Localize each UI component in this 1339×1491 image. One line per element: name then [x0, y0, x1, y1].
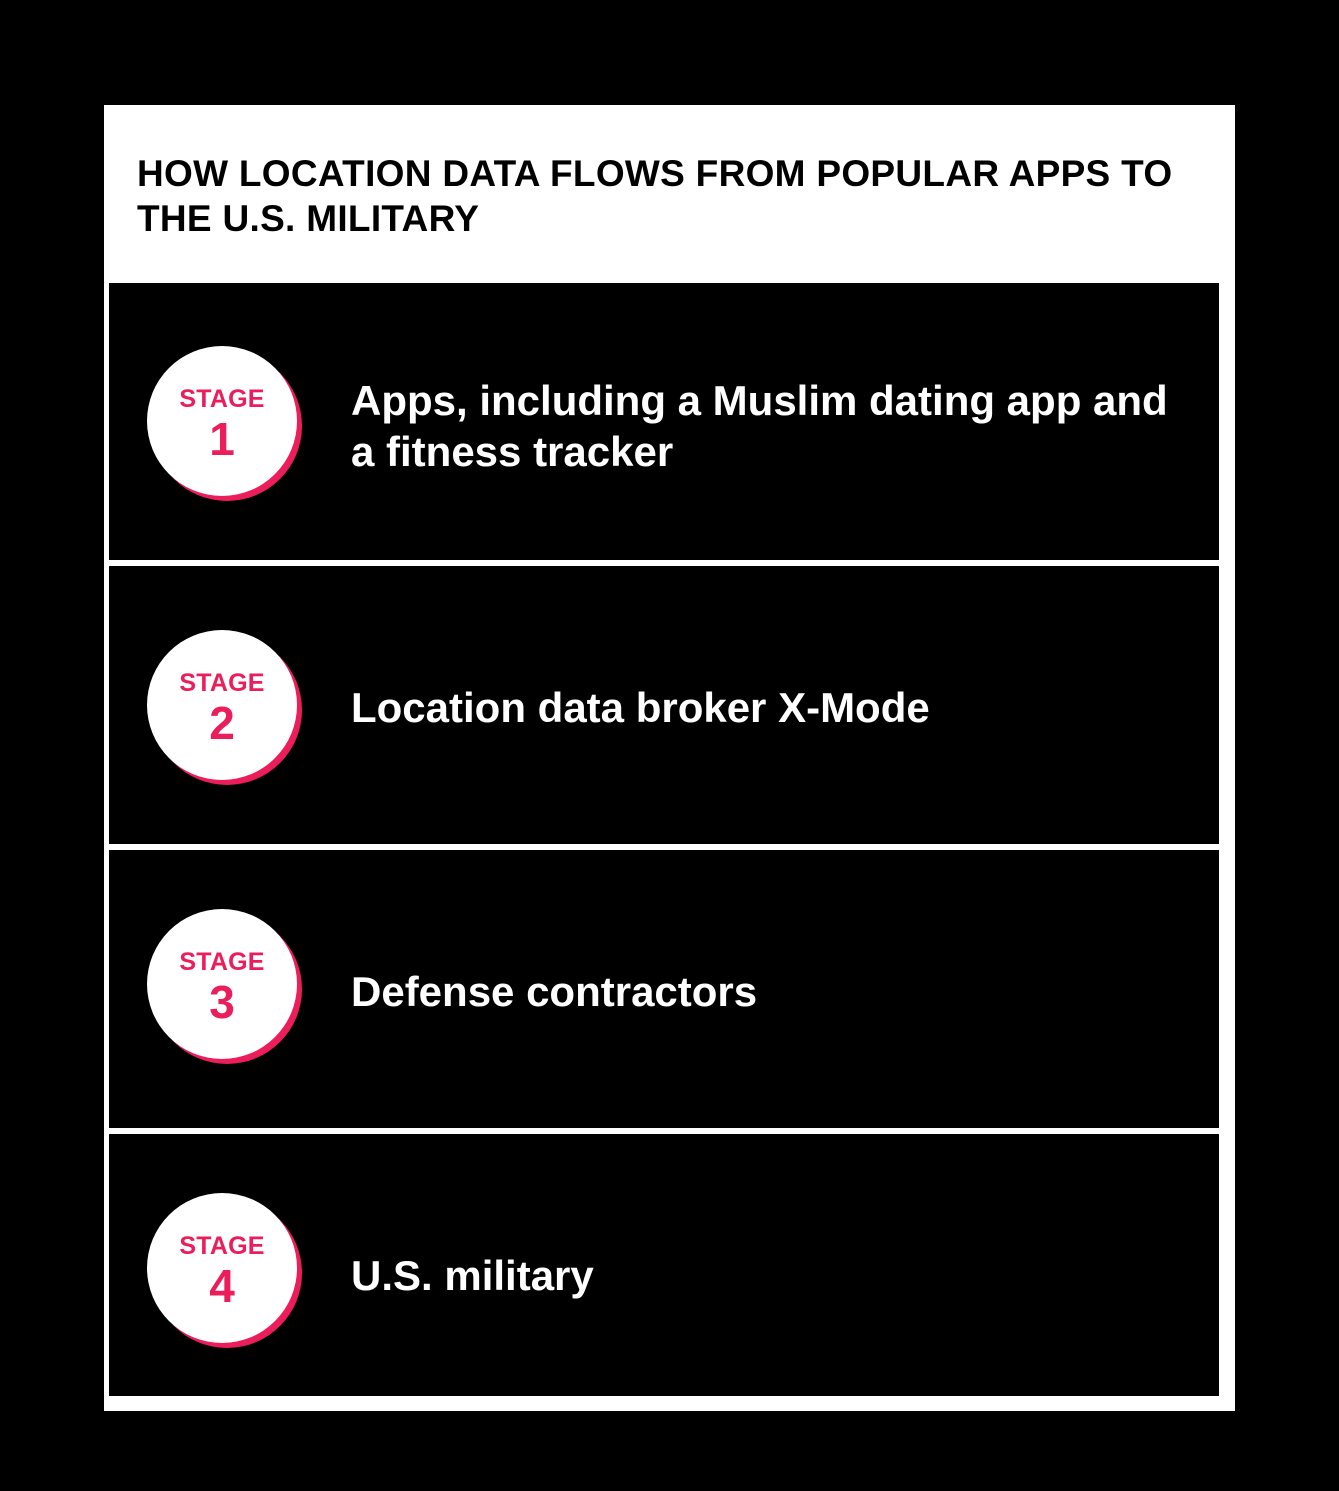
stage-label: STAGE: [179, 948, 265, 976]
infographic-panel: HOW LOCATION DATA FLOWS FROM POPULAR APP…: [104, 105, 1235, 1411]
badge-circle: STAGE 2: [147, 630, 297, 780]
stage-badge-2: STAGE 2: [147, 630, 307, 790]
stage-label: STAGE: [179, 669, 265, 697]
infographic-title: HOW LOCATION DATA FLOWS FROM POPULAR APP…: [137, 153, 1173, 239]
badge-circle: STAGE 3: [147, 909, 297, 1059]
stage-description: Defense contractors: [351, 968, 758, 1015]
stage-label: STAGE: [179, 1232, 265, 1260]
stage-row-4: STAGE 4 U.S. military: [109, 1134, 1219, 1396]
stage-row-2: STAGE 2 Location data broker X-Mode: [109, 566, 1219, 844]
stage-description: Apps, including a Muslim dating app and …: [351, 377, 1168, 475]
badge-circle: STAGE 1: [147, 346, 297, 496]
stage-row-1: STAGE 1 Apps, including a Muslim dating …: [109, 283, 1219, 560]
stage-number: 3: [209, 976, 235, 1028]
badge-circle: STAGE 4: [147, 1193, 297, 1343]
stage-badge-3: STAGE 3: [147, 909, 307, 1069]
stage-number: 2: [209, 697, 235, 749]
stage-number: 1: [209, 413, 235, 465]
stage-row-3: STAGE 3 Defense contractors: [109, 850, 1219, 1128]
stage-label: STAGE: [179, 385, 265, 413]
stage-description: U.S. military: [351, 1252, 594, 1299]
stage-description: Location data broker X-Mode: [351, 684, 930, 731]
stage-number: 4: [209, 1260, 235, 1312]
stage-badge-4: STAGE 4: [147, 1193, 307, 1353]
stage-badge-1: STAGE 1: [147, 346, 307, 506]
